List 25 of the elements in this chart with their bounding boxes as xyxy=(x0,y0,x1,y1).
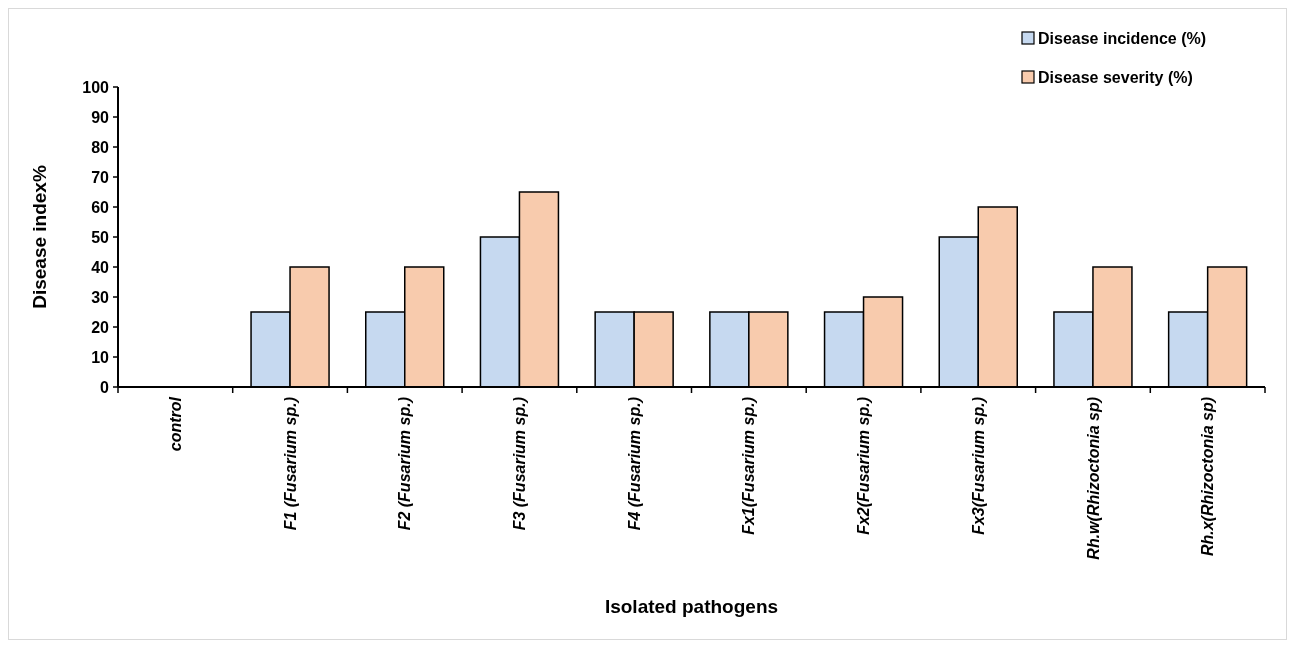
y-tick-label: 30 xyxy=(91,288,110,306)
x-tick-label: Fx3(Fusarium sp.) xyxy=(969,397,987,535)
y-tick-label: 100 xyxy=(82,78,110,96)
y-tick-label: 90 xyxy=(91,108,110,126)
x-tick-label: control xyxy=(166,396,184,452)
y-axis-title: Disease index% xyxy=(29,165,50,309)
y-tick-label: 60 xyxy=(91,198,110,216)
x-axis-title: Isolated pathogens xyxy=(604,596,779,617)
x-tick-label: Rh.w(Rhizoctonia sp) xyxy=(1084,397,1102,560)
x-tick-label: Fx2(Fusarium sp.) xyxy=(855,397,873,535)
y-tick-label: 40 xyxy=(91,258,110,276)
x-tick-label: F2 (Fusarium sp.) xyxy=(396,397,414,531)
x-tick-label: F3 (Fusarium sp.) xyxy=(511,397,529,531)
x-tick-label: Fx1(Fusarium sp.) xyxy=(740,397,758,535)
y-tick-label: 10 xyxy=(91,348,110,366)
legend-label: Disease severity (%) xyxy=(1038,68,1193,86)
x-tick-label: F1 (Fusarium sp.) xyxy=(281,397,299,531)
x-tick-label: F4 (Fusarium sp.) xyxy=(625,397,643,531)
y-tick-label: 20 xyxy=(91,318,110,336)
y-tick-label: 0 xyxy=(100,378,110,396)
y-tick-label: 70 xyxy=(91,168,110,186)
y-tick-label: 80 xyxy=(91,138,110,156)
y-tick-label: 50 xyxy=(91,228,110,246)
legend-label: Disease incidence (%) xyxy=(1038,29,1207,47)
x-tick-label: Rh.x(Rhizoctonia sp) xyxy=(1199,397,1217,557)
